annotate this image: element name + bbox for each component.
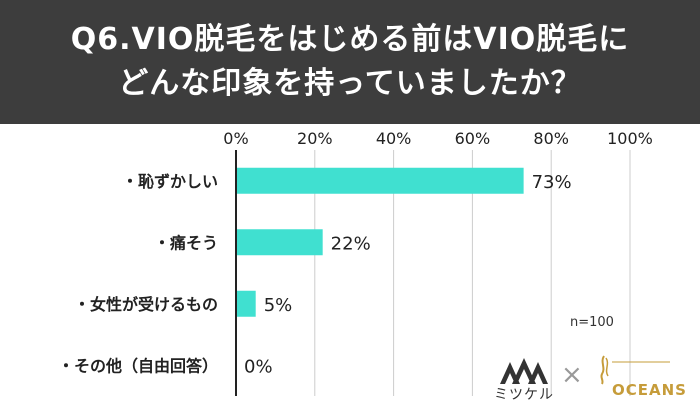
brand-name: ミツケル [494,387,554,403]
bar [237,167,524,194]
category-label: ・その他（自由回答） [58,356,218,375]
x-tick-label: 60% [455,129,491,148]
x-tick-label: 20% [297,129,333,148]
category-label: ・女性が受けるもの [74,295,218,314]
question-header: Q6.VIO脱毛をはじめる前はVIO脱毛に どんな印象を持っていましたか？ [0,0,700,124]
category-label: ・恥ずかしい [122,172,218,191]
x-tick-label: 80% [533,129,569,148]
partner-name: OCEANS [612,381,687,399]
question-title-line-2: どんな印象を持っていましたか？ [118,66,582,101]
question-title-line-1: Q6.VIO脱毛をはじめる前はVIO脱毛に [70,22,630,57]
x-tick-label: 0% [223,129,248,148]
mitsukeru-logo-icon [500,358,548,384]
sample-size-note: n=100 [570,315,614,330]
data-label: 22% [331,233,371,254]
data-label: 73% [532,172,572,193]
bar-chart: 0% 20% 40% 60% 80% 100% ・恥ずかしい 73% ・痛そう 22% ・女性が受け… [58,129,653,396]
data-label: 0% [244,356,273,377]
oceans-logo-icon [600,355,670,385]
collab-separator: × [561,360,583,390]
x-tick-label: 40% [376,129,412,148]
category-label: ・痛そう [154,233,218,252]
bar [237,229,323,256]
data-label: 5% [264,295,293,316]
bar [237,290,256,317]
x-tick-label: 100% [607,129,653,148]
